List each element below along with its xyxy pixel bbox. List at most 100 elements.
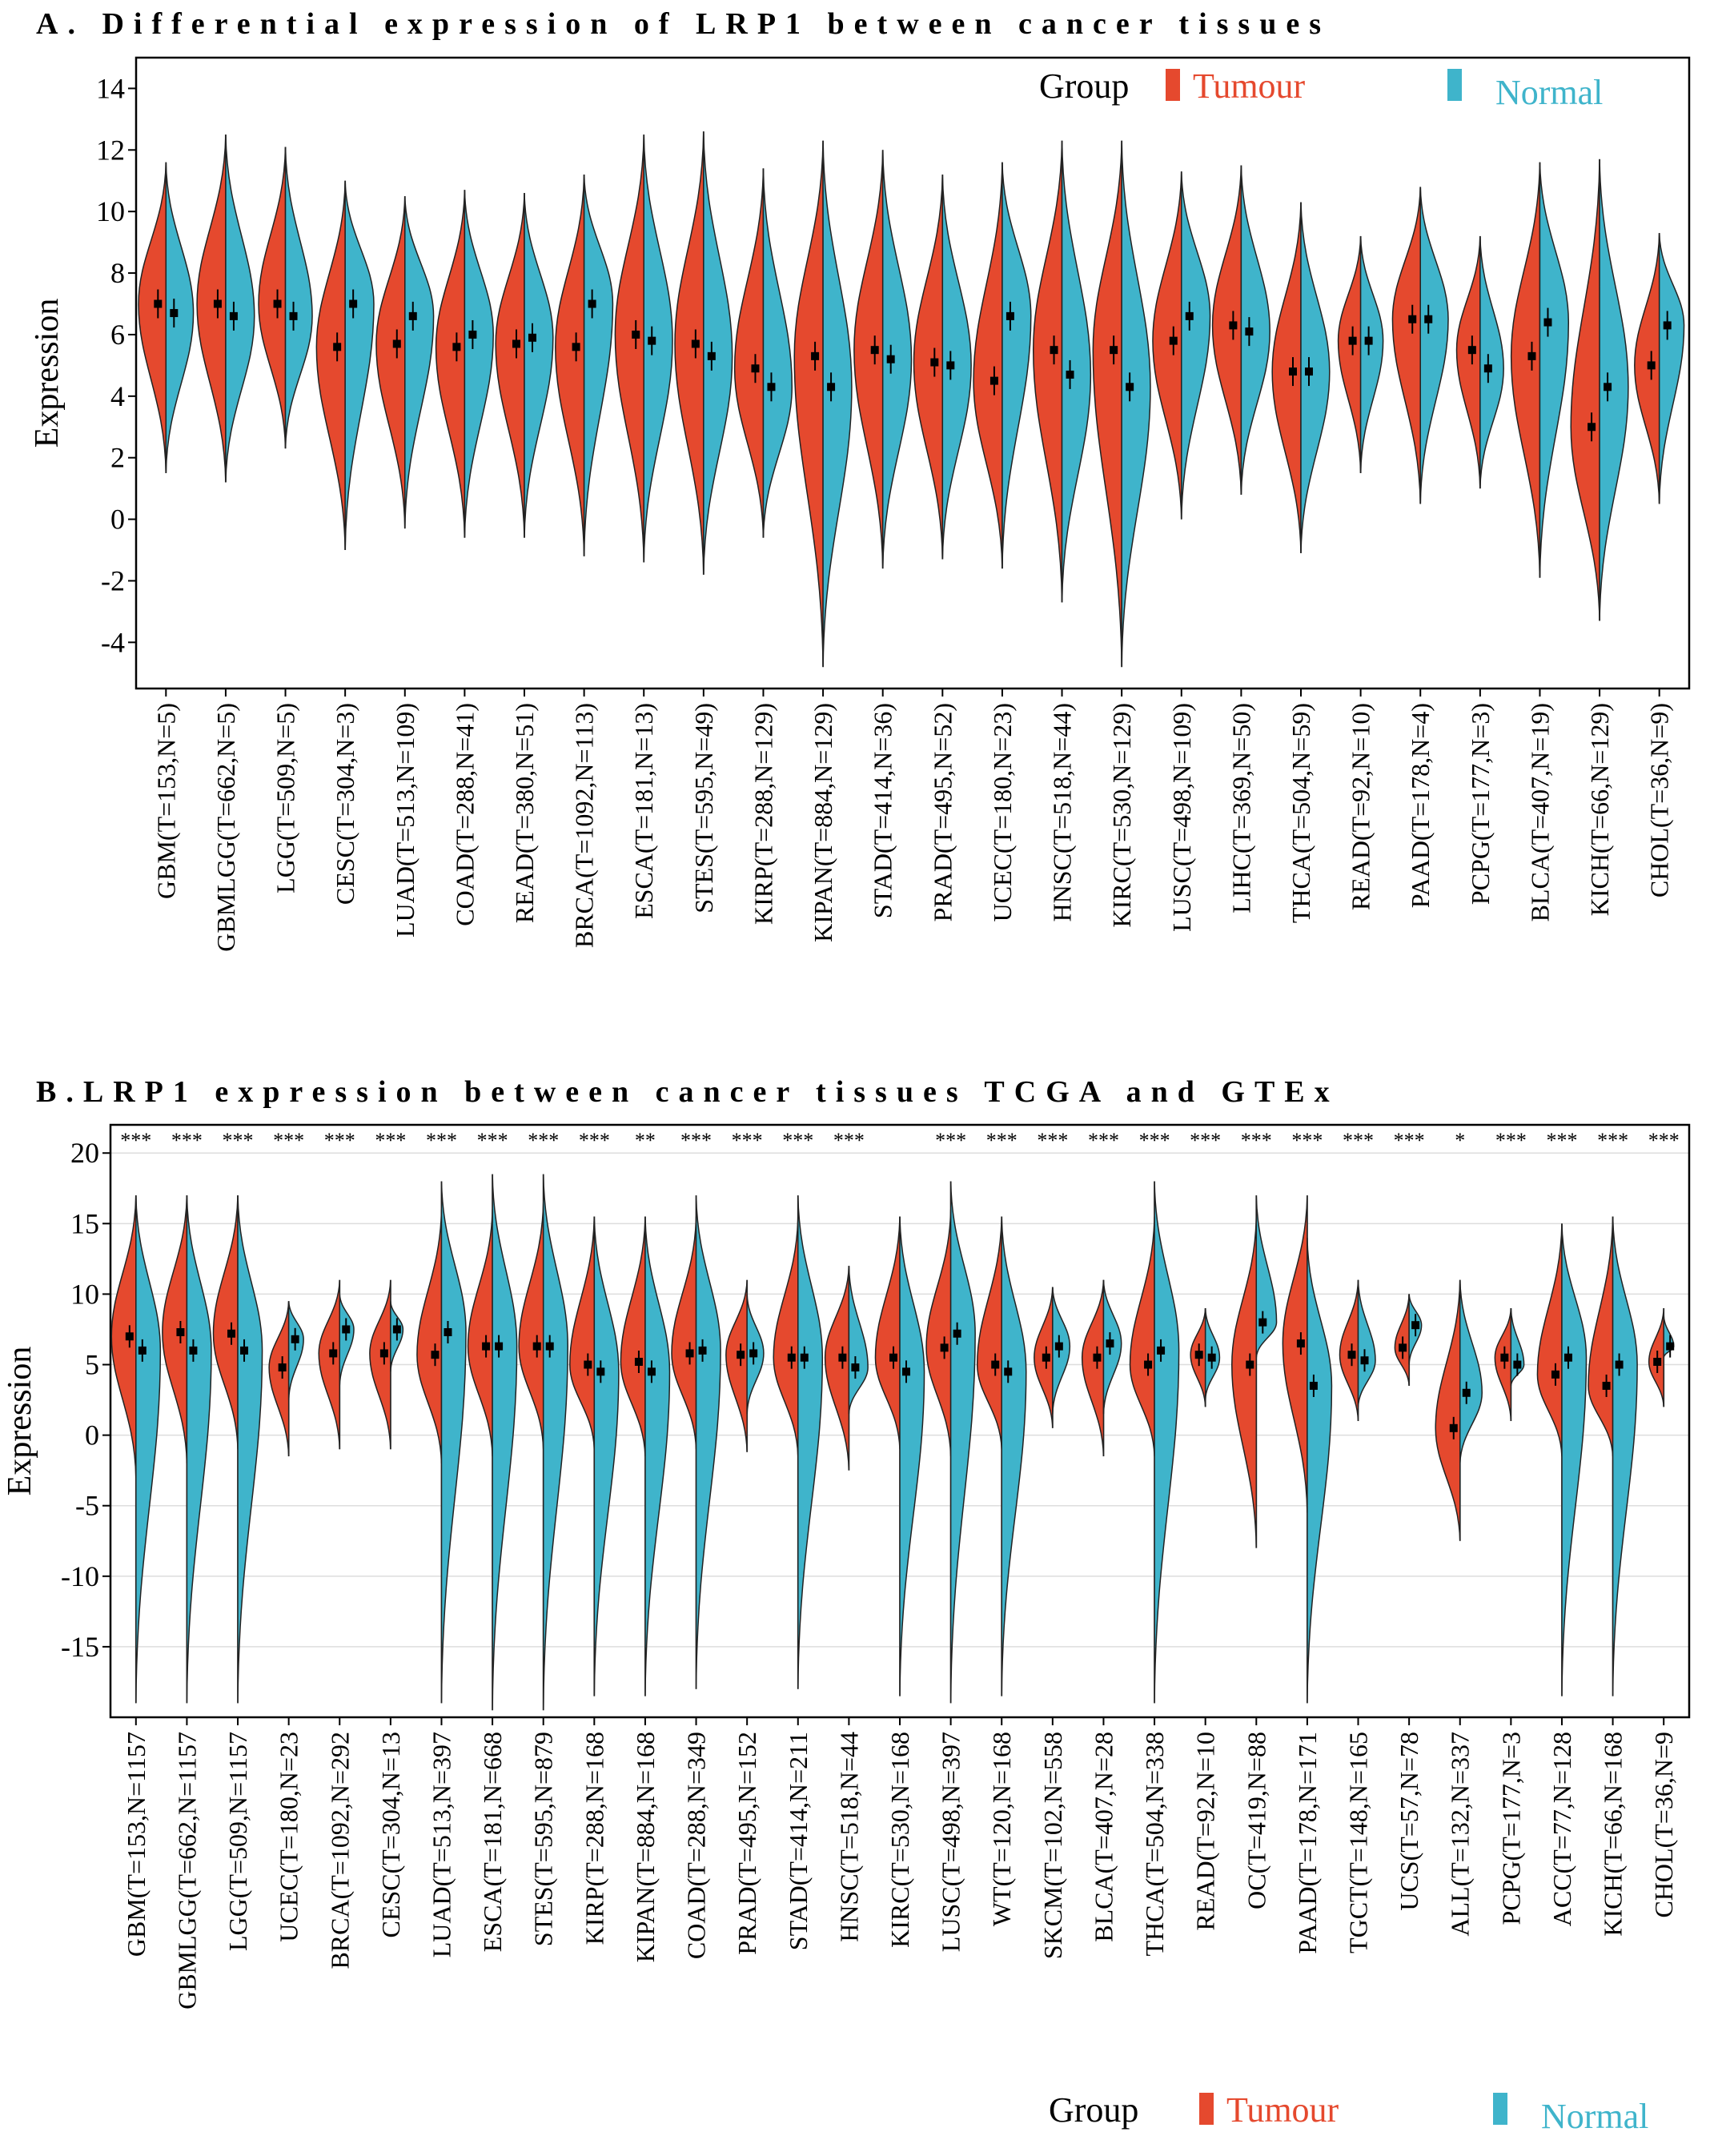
median-point bbox=[1258, 1318, 1267, 1327]
y-tick-label: 0 bbox=[110, 504, 125, 536]
median-point bbox=[632, 330, 640, 339]
tumour-violin bbox=[318, 1279, 341, 1450]
significance-label: *** bbox=[375, 1129, 406, 1152]
tumour-violin bbox=[853, 150, 884, 569]
normal-violin bbox=[1121, 140, 1151, 668]
normal-violin bbox=[644, 1216, 671, 1696]
median-point bbox=[1050, 346, 1058, 355]
significance-label: ** bbox=[635, 1129, 656, 1152]
median-point bbox=[1110, 346, 1118, 355]
median-point bbox=[1500, 1353, 1509, 1362]
significance-label: *** bbox=[171, 1129, 203, 1152]
tumour-violin bbox=[258, 147, 287, 449]
x-tick-label: LUAD(T=513,N=397 bbox=[427, 1732, 456, 1957]
normal-violin bbox=[165, 162, 195, 473]
median-point bbox=[707, 351, 716, 360]
x-tick-label: KICH(T=66,N=168 bbox=[1599, 1732, 1628, 1937]
x-tick-label: UCS(T=57,N=78 bbox=[1395, 1732, 1423, 1911]
y-tick-label: -10 bbox=[61, 1560, 99, 1592]
tumour-violin bbox=[110, 1195, 137, 1478]
legend-normal-label: Normal bbox=[1541, 2097, 1648, 2136]
significance-label: *** bbox=[1291, 1129, 1323, 1152]
significance-label: *** bbox=[732, 1129, 763, 1152]
median-point bbox=[1647, 361, 1656, 370]
normal-violin bbox=[1357, 1279, 1376, 1407]
x-tick-label: PAAD(T=178,N=171 bbox=[1293, 1732, 1322, 1954]
legend-normal-label: Normal bbox=[1495, 73, 1603, 112]
y-tick-label: 14 bbox=[96, 72, 125, 104]
y-tick-label: 5 bbox=[85, 1349, 99, 1381]
normal-violin bbox=[822, 140, 853, 668]
normal-violin bbox=[284, 147, 313, 449]
legend-tumour-swatch bbox=[1199, 2093, 1214, 2125]
median-point bbox=[528, 333, 536, 342]
normal-violin bbox=[583, 175, 614, 556]
x-tick-label: READ(T=92,N=10 bbox=[1191, 1732, 1220, 1931]
legend-title: Group bbox=[1049, 2090, 1138, 2130]
x-tick-label: GBM(T=153,N=5) bbox=[151, 703, 180, 899]
panel-b-title: B.LRP1 expression between cancer tissues… bbox=[36, 1075, 1339, 1109]
median-point bbox=[154, 299, 163, 308]
median-point bbox=[1563, 1353, 1572, 1362]
median-point bbox=[946, 361, 955, 370]
median-point bbox=[1106, 1339, 1114, 1348]
median-point bbox=[392, 339, 401, 348]
tumour-violin bbox=[315, 180, 346, 551]
x-tick-label: PCPG(T=177,N=3) bbox=[1466, 703, 1495, 905]
plot-frame bbox=[134, 56, 1691, 690]
x-tick-label: PRAD(T=495,N=152 bbox=[733, 1732, 761, 1955]
legend-tumour-label: Tumour bbox=[1193, 66, 1306, 106]
x-tick-label: COAD(T=288,N=349 bbox=[682, 1732, 711, 1959]
median-point bbox=[851, 1363, 860, 1372]
tumour-violin bbox=[773, 1216, 799, 1457]
median-point bbox=[291, 1335, 299, 1343]
significance-label: *** bbox=[223, 1129, 254, 1152]
x-tick-label: ACC(T=77,N=128 bbox=[1547, 1732, 1576, 1926]
tumour-violin bbox=[435, 190, 466, 538]
median-point bbox=[811, 351, 820, 360]
tumour-violin bbox=[671, 1216, 697, 1450]
y-tick-label: -5 bbox=[75, 1490, 99, 1522]
median-point bbox=[1194, 1351, 1203, 1359]
median-point bbox=[596, 1367, 605, 1376]
normal-violin bbox=[899, 1216, 925, 1696]
tumour-violin bbox=[555, 175, 585, 556]
tumour-violin bbox=[1455, 235, 1481, 489]
median-point bbox=[648, 336, 656, 345]
y-tick-label: 2 bbox=[110, 442, 125, 474]
normal-violin bbox=[135, 1195, 162, 1704]
tumour-violin bbox=[1494, 1308, 1512, 1422]
x-tick-label: SKCM(T=102,N=558 bbox=[1038, 1732, 1067, 1959]
tumour-violin bbox=[1510, 162, 1541, 578]
x-tick-label: LIHC(T=369,N=50) bbox=[1226, 703, 1255, 913]
median-point bbox=[1424, 315, 1433, 323]
x-tick-label: CHOL(T=36,N=9 bbox=[1649, 1732, 1678, 1918]
median-point bbox=[1604, 383, 1612, 391]
normal-violin bbox=[1459, 1279, 1483, 1463]
x-tick-label: PRAD(T=495,N=52) bbox=[928, 703, 957, 921]
median-point bbox=[1527, 351, 1536, 360]
x-tick-label: KIRC(T=530,N=129) bbox=[1107, 703, 1136, 928]
median-point bbox=[1653, 1358, 1662, 1366]
median-point bbox=[1309, 1381, 1318, 1390]
normal-violin bbox=[237, 1195, 263, 1704]
tumour-violin bbox=[1337, 235, 1362, 473]
median-point bbox=[1615, 1360, 1624, 1369]
normal-violin bbox=[1052, 1287, 1071, 1415]
normal-violin bbox=[1061, 140, 1092, 603]
tumour-violin bbox=[620, 1216, 646, 1457]
median-point bbox=[1551, 1370, 1559, 1379]
tumour-violin bbox=[1570, 159, 1600, 621]
x-tick-label: KICH(T=66,N=129) bbox=[1585, 703, 1614, 916]
median-point bbox=[1054, 1342, 1063, 1351]
x-tick-label: LGG(T=509,N=1157 bbox=[223, 1732, 252, 1951]
tumour-violin bbox=[1339, 1279, 1359, 1422]
significance-label: *** bbox=[1495, 1129, 1527, 1152]
median-point bbox=[1144, 1360, 1153, 1369]
median-point bbox=[1588, 423, 1596, 432]
tumour-violin bbox=[162, 1195, 188, 1463]
tumour-violin bbox=[1282, 1195, 1308, 1513]
median-point bbox=[989, 376, 998, 385]
median-point bbox=[1296, 1339, 1305, 1348]
median-point bbox=[940, 1343, 949, 1352]
